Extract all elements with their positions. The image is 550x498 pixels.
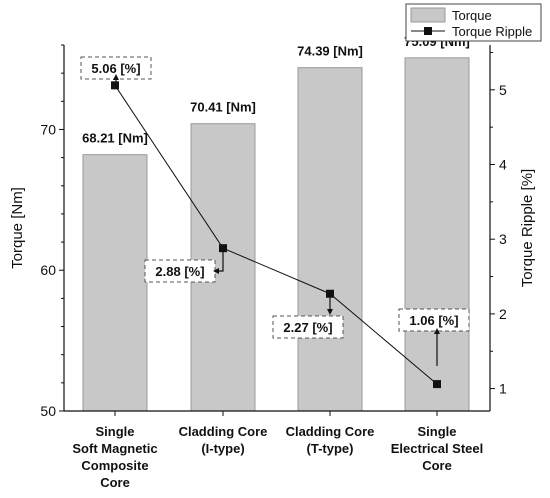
category-label: Single Soft Magnetic Composite Core <box>72 424 157 490</box>
right-tick-label: 2 <box>499 306 507 322</box>
right-tick-label: 4 <box>499 157 507 173</box>
legend-torque-label: Torque <box>452 8 492 23</box>
torque-ripple-line <box>114 85 438 385</box>
torque-data-label: 74.39 [Nm] <box>297 44 363 59</box>
legend-ripple-label: Torque Ripple <box>452 24 532 39</box>
category-label-line: Cladding Core <box>179 424 268 439</box>
torque-ripple-marker <box>111 81 119 90</box>
category-label-line: (T-type) <box>307 441 354 456</box>
category-label-line: Single <box>95 424 134 439</box>
right-tick-label: 3 <box>499 231 507 247</box>
right-tick-label: 1 <box>499 381 507 397</box>
ripple-callout-box <box>272 315 344 339</box>
category-label-line: Core <box>100 475 130 490</box>
category-label-line: (I-type) <box>201 441 244 456</box>
category-label-line: Core <box>422 458 452 473</box>
category-label: Cladding Core (I-type) <box>179 424 268 456</box>
legend-torque-swatch <box>410 7 446 23</box>
ripple-data-label: 5.06 [%] <box>91 61 140 76</box>
left-tick-label: 60 <box>40 262 56 278</box>
ripple-data-label: 2.27 [%] <box>283 320 332 335</box>
torque-ripple-marker <box>433 380 441 389</box>
y-axis-title-right: Torque Ripple [%] <box>519 169 536 287</box>
category-label-line: Cladding Core <box>286 424 375 439</box>
ripple-data-label: 2.88 [%] <box>155 264 204 279</box>
torque-bar <box>297 67 363 412</box>
right-tick-label: 5 <box>499 82 507 98</box>
torque-ripple-marker <box>219 244 227 253</box>
torque-data-label: 68.21 [Nm] <box>82 131 148 146</box>
category-label: Single Electrical Steel Core <box>391 424 484 473</box>
ripple-data-label: 1.06 [%] <box>409 313 458 328</box>
category-label-line: Composite <box>81 458 148 473</box>
torque-bar <box>82 154 148 412</box>
category-label-line: Soft Magnetic <box>72 441 157 456</box>
legend-ripple-marker <box>424 27 432 35</box>
left-tick-label: 70 <box>40 121 56 137</box>
category-label-line: Electrical Steel <box>391 441 484 456</box>
y-axis-title-left: Torque [Nm] <box>9 187 26 269</box>
category-label-line: Single <box>417 424 456 439</box>
ripple-callout-arrow <box>213 251 224 274</box>
torque-data-label: 70.41 [Nm] <box>190 100 256 115</box>
category-label: Cladding Core (T-type) <box>286 424 375 456</box>
left-tick-label: 50 <box>40 403 56 419</box>
